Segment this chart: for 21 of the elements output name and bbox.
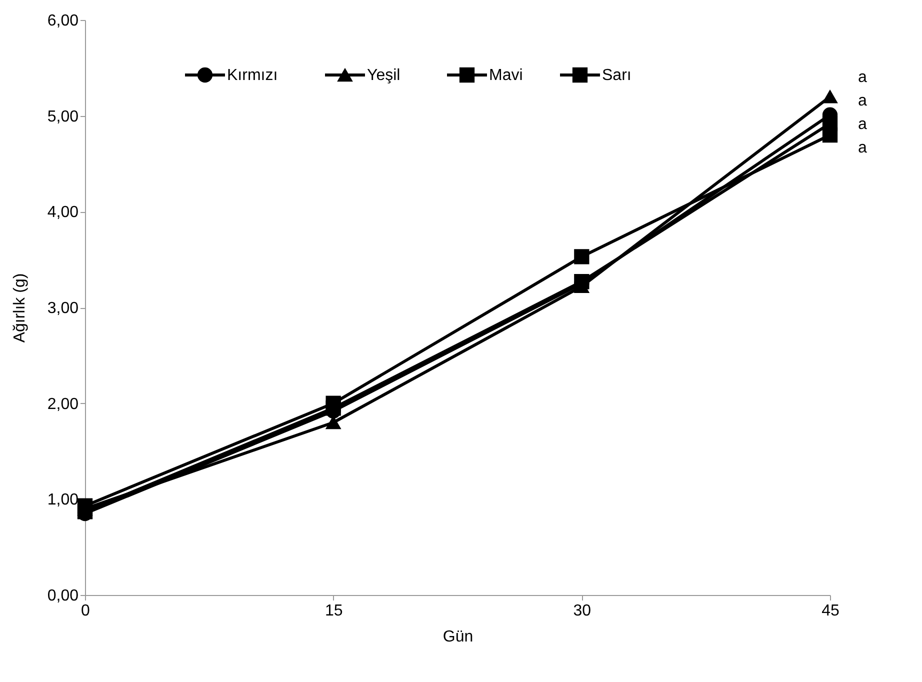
text: a — [858, 140, 867, 156]
y-tick-label: 4,00 — [47, 204, 79, 222]
legend-label: Kırmızı — [227, 67, 278, 84]
x-tick-label: 15 — [324, 602, 343, 620]
text: a — [858, 92, 867, 110]
text: a — [858, 69, 867, 86]
legend-label: Sarı — [602, 67, 632, 84]
y-tick-label: 2,00 — [47, 396, 79, 413]
legend-label: Yeşil — [367, 67, 400, 84]
y-tick-label: 3,00 — [47, 300, 79, 317]
x-axis-title: Gün — [442, 628, 474, 646]
y-tick-label: 0,00 — [47, 588, 79, 604]
y-tick-label: 1,00 — [47, 492, 79, 509]
x-tick-label: 30 — [573, 602, 592, 620]
x-tick-label: 45 — [822, 602, 840, 620]
y-axis-title: Ağırlık (g) — [11, 273, 28, 343]
x-tick-label: 0 — [81, 602, 90, 620]
y-tick-label: 5,00 — [47, 108, 79, 126]
text: a — [858, 116, 867, 133]
y-tick-label: 6,00 — [47, 12, 79, 30]
legend-label: Mavi — [489, 67, 523, 84]
